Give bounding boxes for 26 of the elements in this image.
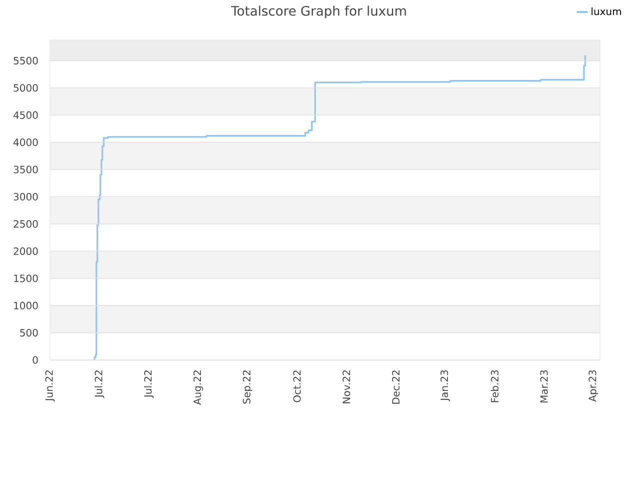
- y-tick-label: 3000: [14, 192, 38, 201]
- y-tick-label: 0: [32, 356, 38, 364]
- y-tick-label: 4500: [14, 111, 38, 119]
- x-tick-label: Jul.22: [94, 370, 104, 398]
- x-tick-label: Dec.22: [392, 370, 400, 404]
- x-tick-label: Mar.23: [540, 370, 548, 402]
- x-tick-label: Apr.23: [588, 370, 598, 402]
- y-tick-label: 1500: [14, 274, 38, 282]
- x-tick-label: Nov.22: [342, 370, 350, 404]
- x-tick-label: Feb.23: [490, 370, 498, 402]
- y-tick-label: 2500: [14, 220, 38, 228]
- chart-title: Totalscore Graph for luxum: [231, 6, 406, 18]
- y-tick-label: 5500: [14, 56, 38, 64]
- x-tick-label: Jan.23: [440, 370, 450, 402]
- x-tick-label: Jul.22: [144, 370, 154, 398]
- y-tick-label: 2000: [14, 247, 38, 255]
- x-tick-label: Sep.22: [242, 370, 252, 404]
- x-tick-label: Oct.22: [293, 370, 301, 402]
- y-tick-label: 3500: [14, 166, 38, 174]
- y-tick-label: 4000: [14, 138, 38, 146]
- y-tick-label: 5000: [14, 84, 38, 92]
- y-tick-label: 1000: [14, 302, 38, 310]
- x-tick-label: Aug.22: [193, 370, 203, 405]
- legend-label: luxum: [592, 7, 621, 16]
- y-tick-label: 500: [20, 328, 38, 337]
- x-tick-label: Jun.22: [45, 370, 55, 402]
